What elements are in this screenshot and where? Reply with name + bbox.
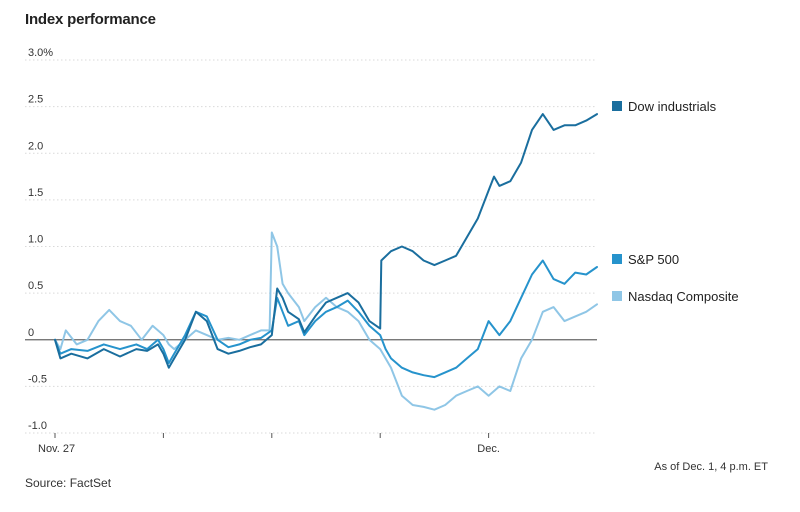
as-of-note: As of Dec. 1, 4 p.m. ET — [654, 461, 768, 473]
source-note: Source: FactSet — [25, 476, 112, 490]
y-tick-label: 0 — [28, 327, 34, 339]
x-tick-label: Nov. 27 — [38, 443, 75, 455]
series-line-s-p-500 — [54, 259, 598, 379]
y-tick-label: -1.0 — [28, 420, 47, 432]
y-tick-label: 1.5 — [28, 187, 43, 199]
series-layer — [54, 113, 598, 411]
axis-layer: -1.0 -0.5 0 0.5 1.0 1.5 2.0 2.5 3.0% Nov. 27 Dec. — [28, 47, 500, 455]
chart-title: Index performance — [25, 11, 156, 28]
y-tick-label: -0.5 — [28, 373, 47, 385]
legend-label-nasdaq-composite: Nasdaq Composite — [628, 289, 739, 304]
y-tick-label: 0.5 — [28, 280, 43, 292]
series-line-dow-industrials — [54, 113, 598, 369]
x-tick-label: Dec. — [477, 443, 500, 455]
legend-swatch-dow-industrials — [612, 101, 622, 111]
series-line-nasdaq-composite — [54, 231, 598, 411]
y-tick-label: 2.5 — [28, 94, 43, 106]
legend-swatch-nasdaq-composite — [612, 291, 622, 301]
legend-swatch-s-p-500 — [612, 254, 622, 264]
legend: Dow industrials S&P 500 Nasdaq Composite — [612, 99, 739, 304]
grid-layer — [25, 59, 597, 434]
legend-label-s-p-500: S&P 500 — [628, 252, 679, 267]
legend-label-dow-industrials: Dow industrials — [628, 99, 717, 114]
y-tick-label: 1.0 — [28, 234, 43, 246]
y-tick-label: 2.0 — [28, 140, 43, 152]
y-tick-label: 3.0% — [28, 47, 53, 59]
